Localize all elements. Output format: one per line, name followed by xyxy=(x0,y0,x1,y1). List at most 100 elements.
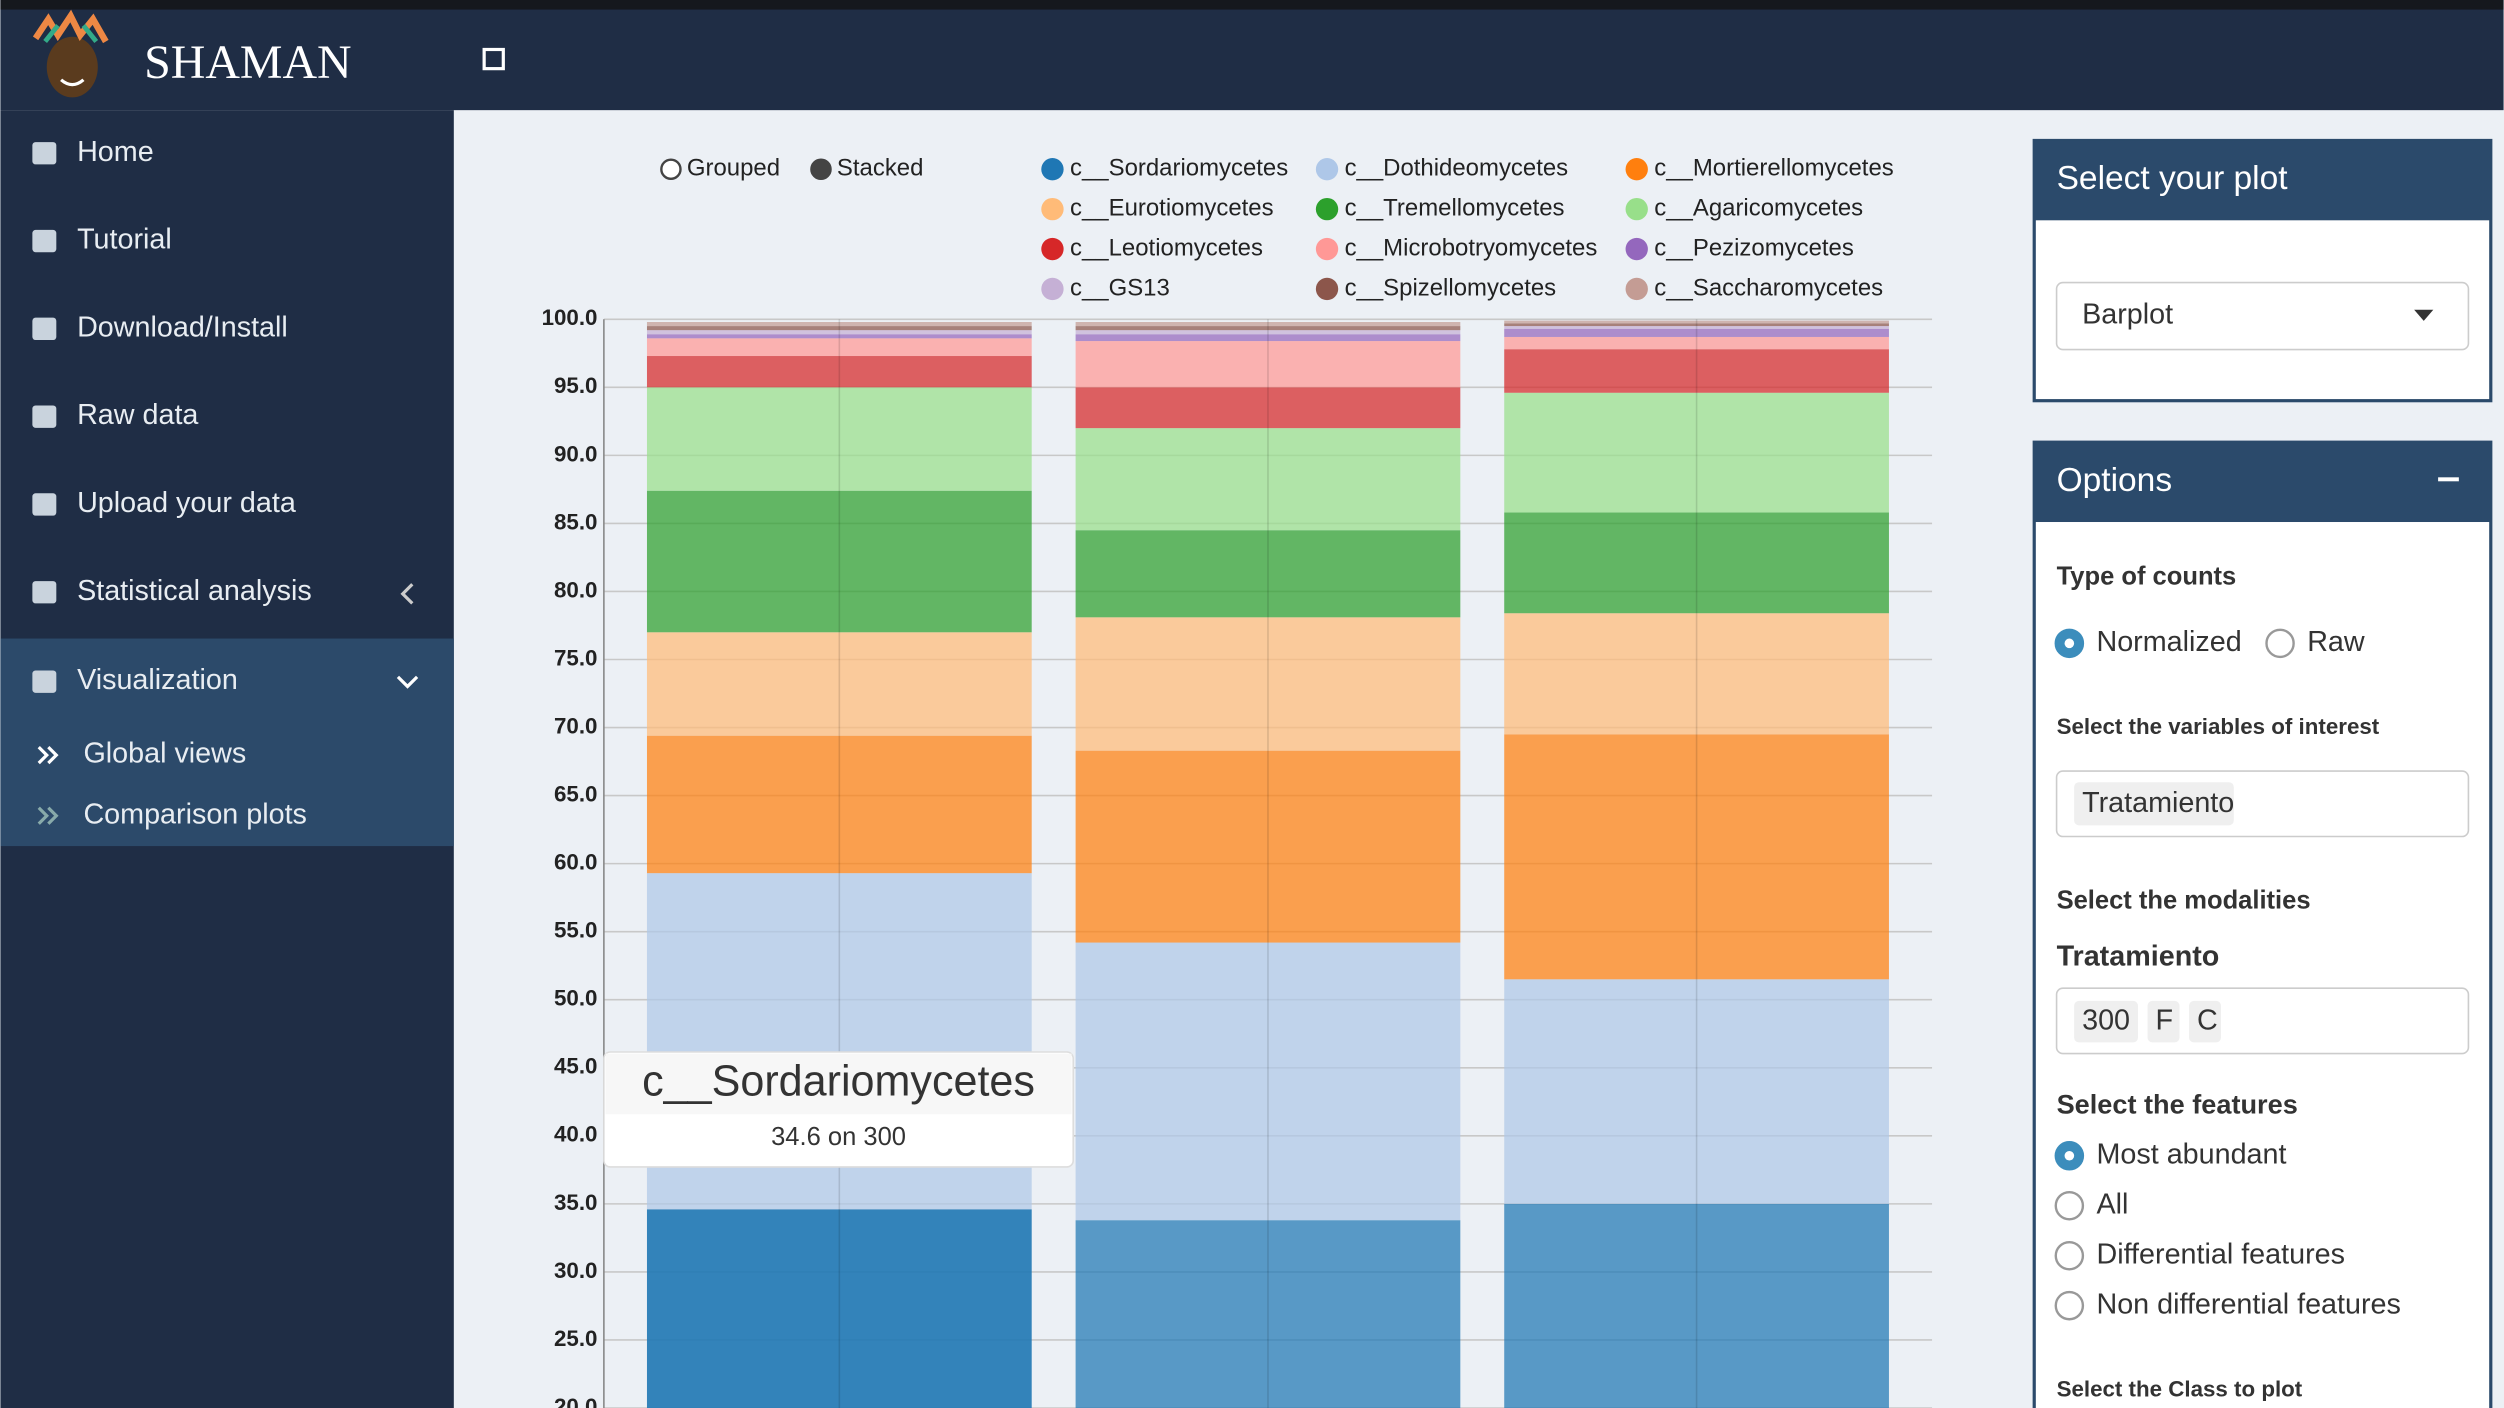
bar-segment[interactable] xyxy=(1075,334,1461,342)
bar-segment[interactable] xyxy=(1075,387,1461,429)
legend-swatch[interactable] xyxy=(1315,197,1339,221)
submenu-item[interactable]: Global views xyxy=(83,738,246,770)
legend-swatch[interactable] xyxy=(1625,237,1648,261)
bar-segment[interactable] xyxy=(1075,1220,1461,1408)
bar-segment[interactable] xyxy=(1075,326,1461,331)
bar-segment[interactable] xyxy=(1075,330,1461,335)
bar-segment[interactable] xyxy=(1075,617,1461,751)
menu-item[interactable]: Raw data xyxy=(77,399,198,431)
bar-segment[interactable] xyxy=(1075,341,1461,388)
chip-text: C xyxy=(2197,1004,2218,1036)
chip-text: F xyxy=(2156,1004,2174,1036)
bar-segment[interactable] xyxy=(1504,320,1889,324)
field-label: Tratamiento xyxy=(2057,940,2220,972)
menu-item[interactable]: Download/Install xyxy=(77,311,288,343)
legend-label[interactable]: c__Sordariomycetes xyxy=(1070,155,1288,182)
legend-swatch[interactable] xyxy=(1041,197,1064,221)
bar-segment[interactable] xyxy=(646,334,1032,339)
plot-select[interactable] xyxy=(2055,281,2470,351)
radio[interactable] xyxy=(2054,1190,2085,1221)
menu-icon xyxy=(32,405,57,428)
legend-swatch[interactable] xyxy=(1625,277,1648,301)
menu-icon xyxy=(32,493,57,516)
legend-label[interactable]: c__GS13 xyxy=(1070,274,1170,301)
bar-segment[interactable] xyxy=(1504,326,1889,329)
bar-segment[interactable] xyxy=(1504,336,1889,350)
bar-segment[interactable] xyxy=(646,326,1032,331)
chip xyxy=(2074,1000,2138,1043)
legend-label[interactable]: c__Microbotryomycetes xyxy=(1345,234,1598,261)
bar-segment[interactable] xyxy=(1504,512,1889,614)
bar-segment[interactable] xyxy=(1504,613,1889,735)
legend-label[interactable]: c__Eurotiomycetes xyxy=(1070,194,1274,221)
y-tick-label: 90.0 xyxy=(554,441,597,466)
bar-segment[interactable] xyxy=(1504,349,1889,393)
mode-radio[interactable] xyxy=(660,158,682,180)
chip xyxy=(2074,782,2234,826)
bar-segment[interactable] xyxy=(1504,323,1889,327)
legend-label[interactable]: c__Dothideomycetes xyxy=(1345,155,1569,182)
mode-label[interactable]: Stacked xyxy=(837,155,924,182)
bar-segment[interactable] xyxy=(1504,979,1889,1204)
chip xyxy=(2189,1000,2221,1043)
y-tick-label: 35.0 xyxy=(554,1190,597,1215)
menu-item[interactable]: Home xyxy=(77,136,154,168)
submenu-icon xyxy=(37,806,59,825)
bar-segment[interactable] xyxy=(1075,321,1461,327)
bar-segment[interactable] xyxy=(646,735,1032,874)
menu-item[interactable]: Statistical analysis xyxy=(77,575,312,607)
bar-segment[interactable] xyxy=(1075,750,1461,943)
bar-segment[interactable] xyxy=(1075,530,1461,618)
bar-segment[interactable] xyxy=(1504,734,1889,980)
submenu-item[interactable]: Comparison plots xyxy=(83,798,306,830)
bar-segment[interactable] xyxy=(1504,328,1889,337)
menu-item[interactable]: Visualization xyxy=(77,664,238,696)
bar-segment[interactable] xyxy=(1075,942,1461,1221)
legend-label[interactable]: c__Leotiomycetes xyxy=(1070,234,1263,261)
legend-swatch[interactable] xyxy=(1315,158,1339,181)
bar-segment[interactable] xyxy=(1075,428,1461,531)
submenu-icon xyxy=(37,745,59,765)
sidebar-toggle[interactable] xyxy=(482,47,505,71)
tab-strip xyxy=(0,0,2504,10)
legend-swatch[interactable] xyxy=(1625,197,1648,221)
legend-label[interactable]: c__Saccharomycetes xyxy=(1654,274,1883,301)
tooltip-text: 34.6 on 300 xyxy=(771,1123,906,1151)
legend-label[interactable]: c__Spizellomycetes xyxy=(1345,274,1557,301)
collapse-button[interactable] xyxy=(2438,477,2459,482)
mode-radio[interactable] xyxy=(810,158,832,180)
y-tick-label: 40.0 xyxy=(554,1122,597,1147)
radio[interactable] xyxy=(2054,1290,2085,1321)
y-tick-label: 25.0 xyxy=(554,1326,597,1351)
bar-segment[interactable] xyxy=(1504,1203,1889,1408)
field-label: Select the Class to plot xyxy=(2057,1376,2303,1401)
legend-swatch[interactable] xyxy=(1041,158,1064,181)
bar-segment[interactable] xyxy=(646,490,1032,633)
field-label: Select the modalities xyxy=(2057,887,2311,915)
radio[interactable] xyxy=(2054,1240,2085,1271)
bar-segment[interactable] xyxy=(646,356,1032,388)
legend-swatch[interactable] xyxy=(1041,237,1064,261)
bar-segment[interactable] xyxy=(1504,392,1889,513)
bar-segment[interactable] xyxy=(646,330,1032,335)
radio-dot xyxy=(2064,638,2075,649)
legend-label[interactable]: c__Tremellomycetes xyxy=(1345,194,1565,221)
menu-item[interactable]: Upload your data xyxy=(77,487,296,519)
legend-swatch[interactable] xyxy=(1041,277,1064,301)
legend-swatch[interactable] xyxy=(1315,237,1339,261)
legend-swatch[interactable] xyxy=(1315,277,1339,301)
bar-segment[interactable] xyxy=(646,338,1032,357)
bar-segment[interactable] xyxy=(646,321,1032,327)
legend-label[interactable]: c__Mortierellomycetes xyxy=(1654,155,1893,182)
legend-label[interactable]: c__Pezizomycetes xyxy=(1654,234,1854,261)
menu-icon xyxy=(32,229,57,253)
legend-label[interactable]: c__Agaricomycetes xyxy=(1654,194,1863,221)
bar-segment[interactable] xyxy=(646,387,1032,491)
legend-swatch[interactable] xyxy=(1625,158,1648,181)
mode-label[interactable]: Grouped xyxy=(687,155,780,182)
bar-segment[interactable] xyxy=(646,632,1032,736)
radio[interactable] xyxy=(2265,628,2295,659)
bar-segment[interactable] xyxy=(646,1209,1032,1408)
dropdown-arrow xyxy=(2414,309,2434,321)
menu-item[interactable]: Tutorial xyxy=(77,224,172,256)
